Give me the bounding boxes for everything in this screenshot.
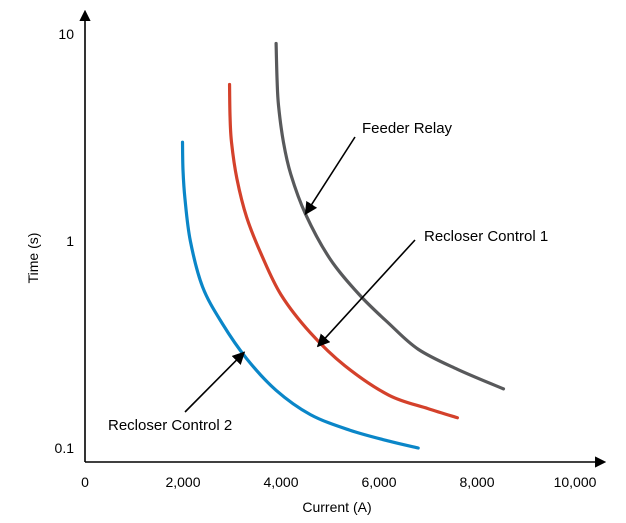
series-lines xyxy=(180,41,506,450)
y-tick-labels: 0.1 1 10 xyxy=(55,26,75,456)
x-tick-labels: 0 2,000 4,000 6,000 8,000 10,000 xyxy=(81,474,597,490)
annotation-arrow-recloser-control-1 xyxy=(316,239,416,348)
y-axis-title: Time (s) xyxy=(25,233,41,284)
annotation-label-recloser-control-1: Recloser Control 1 xyxy=(424,228,548,245)
x-tick-label: 2,000 xyxy=(165,474,200,490)
x-tick-label: 8,000 xyxy=(459,474,494,490)
y-tick-label: 1 xyxy=(66,233,74,249)
x-tick-label: 6,000 xyxy=(361,474,396,490)
annotation-label-recloser-control-2: Recloser Control 2 xyxy=(108,417,232,434)
y-tick-label: 10 xyxy=(58,26,74,42)
x-axis-title: Current (A) xyxy=(302,499,371,515)
x-tick-label: 0 xyxy=(81,474,89,490)
series-line-feeder-relay xyxy=(274,41,506,391)
annotations: Feeder Relay Recloser Control 1 Recloser C… xyxy=(108,120,548,434)
annotation-arrow-feeder-relay xyxy=(304,136,356,216)
series-line-recloser-control-1 xyxy=(227,82,459,420)
series-line-recloser-control-2 xyxy=(180,140,420,450)
x-tick-label: 10,000 xyxy=(554,474,597,490)
annotation-arrow-recloser-control-2 xyxy=(184,351,246,413)
annotation-label-feeder-relay: Feeder Relay xyxy=(362,120,453,137)
x-tick-label: 4,000 xyxy=(263,474,298,490)
y-tick-label: 0.1 xyxy=(55,440,75,456)
